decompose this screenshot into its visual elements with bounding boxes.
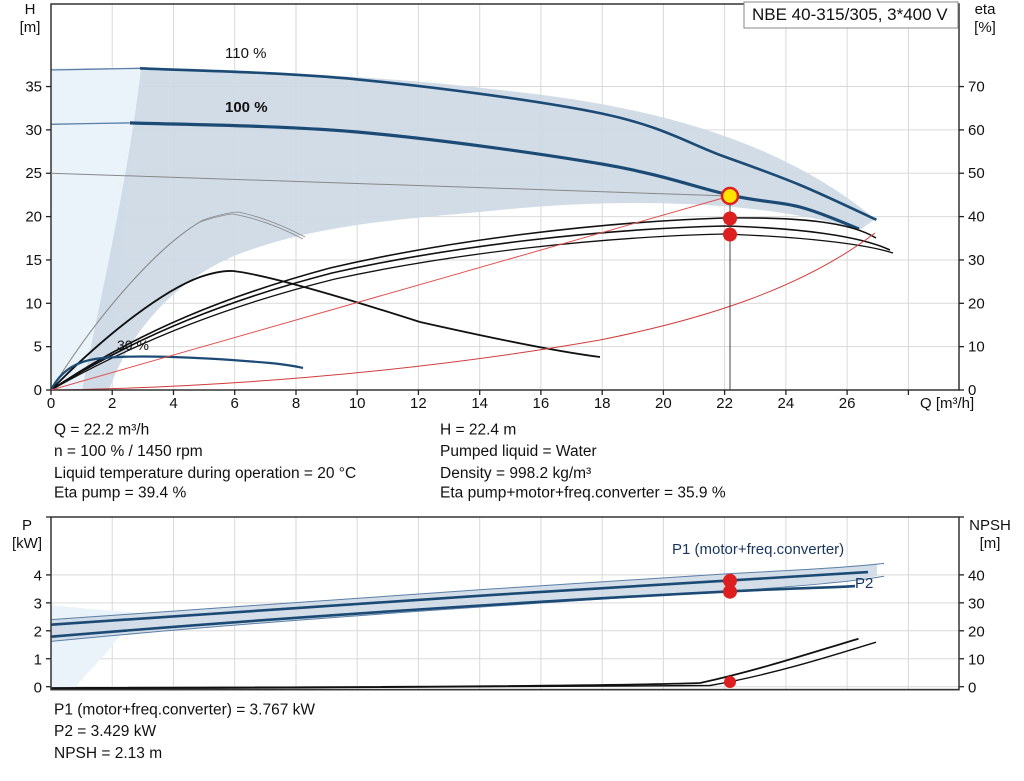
svg-text:0: 0 bbox=[34, 382, 42, 399]
svg-text:8: 8 bbox=[292, 395, 300, 412]
svg-text:10: 10 bbox=[968, 339, 985, 356]
svg-text:[%]: [%] bbox=[974, 19, 996, 36]
svg-text:26: 26 bbox=[839, 395, 856, 412]
svg-text:35: 35 bbox=[25, 79, 42, 96]
svg-text:0: 0 bbox=[34, 680, 42, 697]
svg-text:12: 12 bbox=[410, 395, 427, 412]
svg-text:18: 18 bbox=[594, 395, 611, 412]
svg-text:30: 30 bbox=[25, 122, 42, 139]
svg-text:Pumped liquid = Water: Pumped liquid = Water bbox=[440, 443, 597, 460]
svg-text:[m]: [m] bbox=[980, 535, 1001, 552]
svg-text:2: 2 bbox=[34, 624, 42, 641]
svg-text:H: H bbox=[25, 1, 36, 18]
svg-text:20: 20 bbox=[968, 295, 985, 312]
svg-text:10: 10 bbox=[349, 395, 366, 412]
svg-text:2: 2 bbox=[108, 395, 116, 412]
svg-text:eta: eta bbox=[975, 1, 997, 18]
svg-text:1: 1 bbox=[34, 652, 42, 669]
svg-text:Q = 22.2 m³/h: Q = 22.2 m³/h bbox=[54, 422, 149, 439]
svg-text:Eta pump+motor+freq.converter: Eta pump+motor+freq.converter = 35.9 % bbox=[440, 485, 726, 502]
svg-text:NBE 40-315/305, 3*400 V: NBE 40-315/305, 3*400 V bbox=[752, 5, 948, 24]
svg-text:30: 30 bbox=[968, 596, 985, 613]
svg-text:4: 4 bbox=[169, 395, 177, 412]
svg-text:30: 30 bbox=[968, 252, 985, 269]
svg-text:3: 3 bbox=[34, 596, 42, 613]
svg-text:6: 6 bbox=[231, 395, 239, 412]
svg-text:Density = 998.2 kg/m³: Density = 998.2 kg/m³ bbox=[440, 465, 591, 482]
svg-text:60: 60 bbox=[968, 122, 985, 139]
svg-text:P2 = 3.429 kW: P2 = 3.429 kW bbox=[54, 723, 156, 740]
svg-text:P1 (motor+freq.converter) = 3.: P1 (motor+freq.converter) = 3.767 kW bbox=[54, 702, 315, 719]
svg-text:10: 10 bbox=[25, 295, 42, 312]
svg-text:[m]: [m] bbox=[20, 19, 41, 36]
svg-text:16: 16 bbox=[533, 395, 550, 412]
svg-text:20: 20 bbox=[25, 209, 42, 226]
svg-text:70: 70 bbox=[968, 79, 985, 96]
svg-text:50: 50 bbox=[968, 165, 985, 182]
svg-text:0: 0 bbox=[968, 680, 976, 697]
svg-text:10: 10 bbox=[968, 652, 985, 669]
svg-text:P: P bbox=[22, 517, 32, 534]
svg-text:14: 14 bbox=[471, 395, 488, 412]
svg-text:24: 24 bbox=[778, 395, 795, 412]
svg-text:100 %: 100 % bbox=[225, 99, 268, 116]
svg-text:30 %: 30 % bbox=[117, 337, 149, 353]
svg-text:0: 0 bbox=[47, 395, 55, 412]
svg-text:NPSH: NPSH bbox=[969, 517, 1011, 534]
svg-text:15: 15 bbox=[25, 252, 42, 269]
svg-text:5: 5 bbox=[34, 339, 42, 356]
svg-text:40: 40 bbox=[968, 209, 985, 226]
svg-text:H = 22.4 m: H = 22.4 m bbox=[440, 422, 516, 439]
svg-text:40: 40 bbox=[968, 568, 985, 585]
svg-text:Eta pump = 39.4 %: Eta pump = 39.4 % bbox=[54, 485, 186, 502]
svg-text:20: 20 bbox=[968, 624, 985, 641]
svg-text:P1 (motor+freq.converter): P1 (motor+freq.converter) bbox=[672, 541, 844, 558]
svg-text:NPSH = 2.13 m: NPSH = 2.13 m bbox=[54, 745, 162, 762]
svg-text:[kW]: [kW] bbox=[12, 535, 42, 552]
svg-text:110 %: 110 % bbox=[225, 45, 266, 62]
svg-text:n = 100 % / 1450 rpm: n = 100 % / 1450 rpm bbox=[54, 443, 203, 460]
svg-text:P2: P2 bbox=[855, 575, 873, 592]
svg-text:4: 4 bbox=[34, 568, 42, 585]
svg-text:20: 20 bbox=[655, 395, 672, 412]
svg-text:Q [m³/h]: Q [m³/h] bbox=[920, 395, 974, 412]
svg-text:Liquid temperature during oper: Liquid temperature during operation = 20… bbox=[54, 465, 356, 482]
svg-text:22: 22 bbox=[716, 395, 733, 412]
svg-text:25: 25 bbox=[25, 165, 42, 182]
